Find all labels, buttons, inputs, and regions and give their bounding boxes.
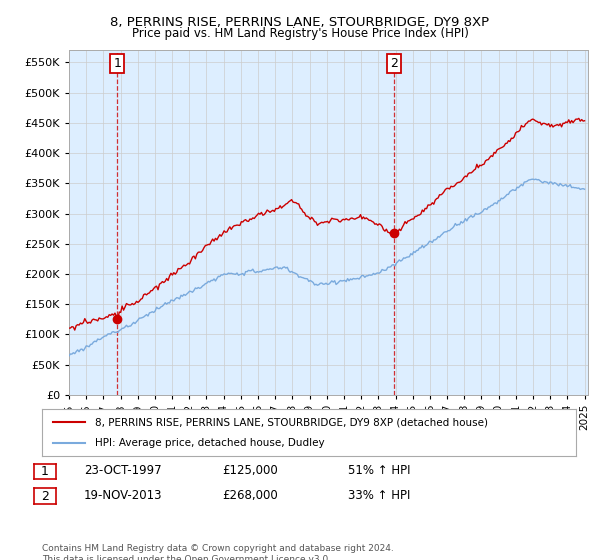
Text: 8, PERRINS RISE, PERRINS LANE, STOURBRIDGE, DY9 8XP: 8, PERRINS RISE, PERRINS LANE, STOURBRID…: [110, 16, 490, 29]
Text: 19-NOV-2013: 19-NOV-2013: [84, 488, 163, 502]
Text: 1: 1: [113, 57, 121, 70]
Text: Contains HM Land Registry data © Crown copyright and database right 2024.
This d: Contains HM Land Registry data © Crown c…: [42, 544, 394, 560]
Text: 1: 1: [41, 465, 49, 478]
Text: 51% ↑ HPI: 51% ↑ HPI: [348, 464, 410, 477]
Text: 2: 2: [41, 489, 49, 503]
Text: £268,000: £268,000: [222, 488, 278, 502]
Text: Price paid vs. HM Land Registry's House Price Index (HPI): Price paid vs. HM Land Registry's House …: [131, 27, 469, 40]
Text: £125,000: £125,000: [222, 464, 278, 477]
Text: 23-OCT-1997: 23-OCT-1997: [84, 464, 161, 477]
Text: 2: 2: [389, 57, 398, 70]
Text: 8, PERRINS RISE, PERRINS LANE, STOURBRIDGE, DY9 8XP (detached house): 8, PERRINS RISE, PERRINS LANE, STOURBRID…: [95, 417, 488, 427]
Text: HPI: Average price, detached house, Dudley: HPI: Average price, detached house, Dudl…: [95, 438, 325, 448]
Text: 33% ↑ HPI: 33% ↑ HPI: [348, 488, 410, 502]
